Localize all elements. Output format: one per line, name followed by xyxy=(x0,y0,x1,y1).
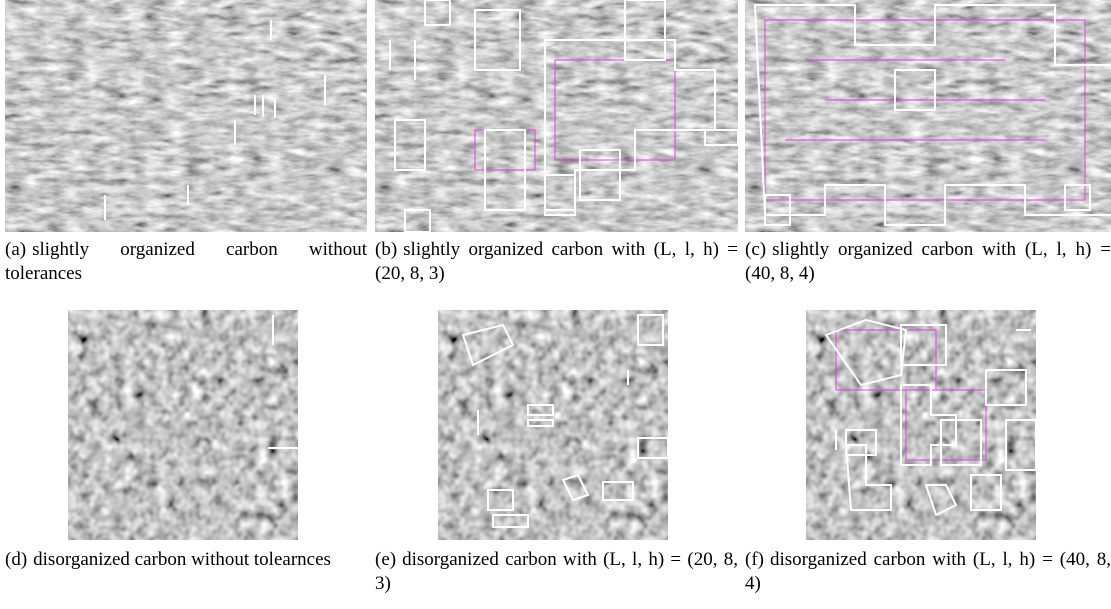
caption-text: slightly organized carbon with (L, l, h)… xyxy=(375,239,738,284)
caption: (b) slightly organized carbon with (L, l,… xyxy=(375,238,738,286)
micrograph xyxy=(806,310,1036,540)
micrograph xyxy=(375,0,738,232)
caption-label: (c) xyxy=(745,239,767,260)
caption-label: (e) xyxy=(375,549,397,570)
caption-label: (a) xyxy=(5,239,27,260)
caption-text: disorganized carbon without tolearnces xyxy=(33,549,331,570)
caption-label: (d) xyxy=(5,549,28,570)
caption-text: slightly organized carbon with (L, l, h)… xyxy=(745,239,1111,284)
caption: (f) disorganized carbon with (L, l, h) = … xyxy=(745,548,1111,596)
caption: (d) disorganized carbon without tolearnce… xyxy=(5,548,367,572)
micrograph xyxy=(438,310,668,540)
caption-text: disorganized carbon with (L, l, h) = (40… xyxy=(745,549,1111,594)
micrograph xyxy=(68,310,298,540)
caption: (c) slightly organized carbon with (L, l,… xyxy=(745,238,1111,286)
caption-text: disorganized carbon with (L, l, h) = (20… xyxy=(375,549,738,594)
caption-text: slightly organized carbon without tolera… xyxy=(5,239,367,284)
caption-label: (b) xyxy=(375,239,398,260)
caption: (a) slightly organized carbon without tol… xyxy=(5,238,367,286)
caption: (e) disorganized carbon with (L, l, h) = … xyxy=(375,548,738,596)
micrograph xyxy=(745,0,1111,232)
caption-label: (f) xyxy=(745,549,764,570)
micrograph xyxy=(5,0,367,232)
